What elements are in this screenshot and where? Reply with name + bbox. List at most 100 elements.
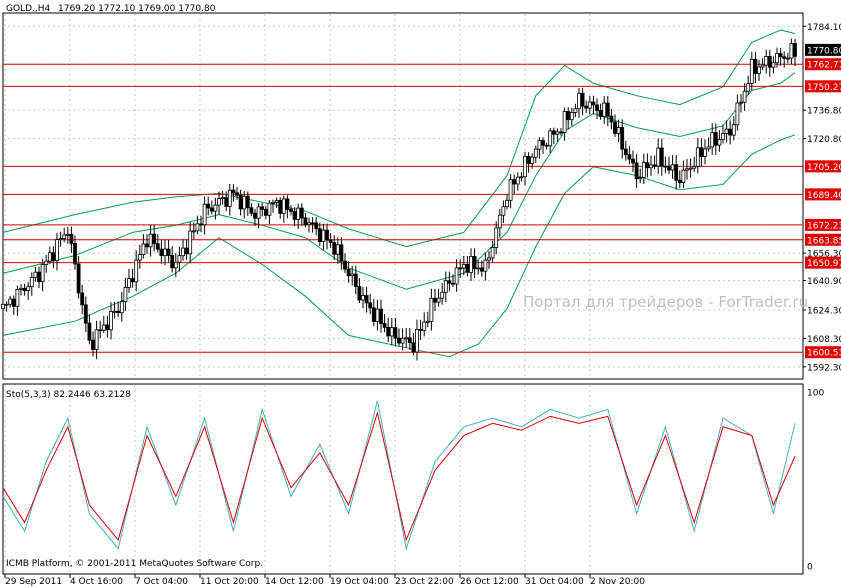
candle-body [19, 287, 23, 290]
candle-body [667, 165, 671, 171]
candle-body [177, 255, 182, 263]
x-tick-label: 31 Oct 04:00 [525, 577, 584, 587]
candle-body [382, 323, 387, 328]
candle-body [163, 248, 167, 257]
candle-body [253, 212, 257, 219]
candle-body [440, 291, 445, 299]
x-tick-label: 14 Oct 12:00 [265, 577, 324, 587]
candle-body [595, 104, 599, 111]
candle-body [62, 234, 67, 239]
current-price-label: 1770.80 [807, 46, 841, 56]
level-price-tag [805, 80, 841, 93]
candle-body [609, 115, 614, 123]
level-price-label: 1750.27 [807, 83, 841, 93]
candle-body [256, 206, 261, 219]
candle-body [242, 195, 247, 210]
stoch-signal-line [2, 410, 796, 542]
candle-body [188, 230, 193, 255]
candle-body [235, 192, 239, 196]
candle-body [166, 248, 171, 256]
candle-body [127, 278, 131, 288]
candle-body [598, 110, 603, 117]
candle-body [757, 66, 761, 74]
candle-body [519, 176, 524, 179]
candle-body [721, 133, 725, 140]
candle-body [65, 233, 70, 236]
candle-body [562, 111, 567, 133]
candle-body [487, 257, 491, 261]
candle-body [238, 194, 243, 210]
candle-body [321, 229, 326, 242]
x-tick-label: 23 Oct 22:00 [395, 577, 454, 587]
candle-body [281, 198, 286, 214]
candle-body [343, 260, 347, 270]
stoch-y-tick-label: 0 [807, 563, 813, 573]
candle-body [227, 189, 232, 207]
candle-body [397, 337, 401, 344]
candle-body [436, 297, 441, 303]
candle-body [260, 206, 265, 210]
candle-body [389, 327, 394, 337]
level-price-label: 1663.85 [807, 236, 841, 246]
candle-body [415, 329, 419, 353]
candle-body [425, 320, 430, 323]
candle-body [523, 155, 527, 178]
candle-body [731, 124, 736, 136]
candle-body [209, 207, 214, 212]
candle-body [339, 244, 344, 262]
candle-body [623, 148, 628, 156]
candle-body [267, 202, 272, 216]
candle-body [400, 337, 405, 344]
candle-body [328, 239, 333, 243]
candle-body [782, 56, 787, 59]
candle-body [80, 292, 85, 306]
candle-body [213, 204, 218, 212]
y-tick-label: 1608.30 [807, 335, 841, 345]
watermark-text: Портал для трейдеров - ForTrader.ru [523, 293, 808, 311]
candle-body [569, 112, 574, 121]
candle-body [91, 339, 95, 350]
candle-body [555, 131, 560, 135]
level-price-label: 1689.40 [807, 191, 841, 201]
x-tick-label: 7 Oct 04:00 [135, 577, 188, 587]
candle-body [411, 342, 416, 353]
candle-body [591, 101, 596, 106]
candle-body [4, 303, 9, 306]
candle-body [559, 131, 563, 134]
candle-body [465, 263, 470, 273]
candle-body [573, 108, 578, 113]
candle-body [699, 147, 704, 157]
candle-body [364, 295, 369, 304]
candle-body [526, 155, 531, 164]
candle-body [51, 252, 56, 261]
level-price-tag [805, 58, 841, 71]
candle-body [605, 102, 610, 117]
stochastic-lines [2, 400, 796, 551]
candle-body [58, 238, 63, 241]
candle-body [566, 111, 571, 121]
candle-body [760, 64, 765, 68]
y-tick-label: 1592.30 [807, 363, 841, 373]
candle-body [112, 310, 117, 313]
candle-body [537, 140, 542, 150]
candle-body [393, 327, 398, 339]
candle-body [83, 304, 88, 324]
level-price-label: 1705.20 [807, 163, 841, 173]
candles [1, 38, 797, 361]
ohlc-readout: 1769.20 1772.10 1769.00 1770.80 [58, 4, 216, 14]
candle-body [141, 243, 146, 255]
candle-body [422, 321, 427, 331]
candle-body [8, 298, 13, 305]
candle-body [346, 268, 351, 277]
candle-body [649, 164, 653, 169]
candle-body [638, 177, 643, 180]
candle-body [447, 280, 452, 284]
candle-body [627, 154, 632, 160]
current-price-tag [805, 43, 841, 56]
candle-body [764, 56, 769, 66]
candle-body [289, 209, 293, 212]
candle-body [706, 146, 711, 150]
candle-body [371, 307, 376, 322]
candle-body [191, 230, 196, 233]
